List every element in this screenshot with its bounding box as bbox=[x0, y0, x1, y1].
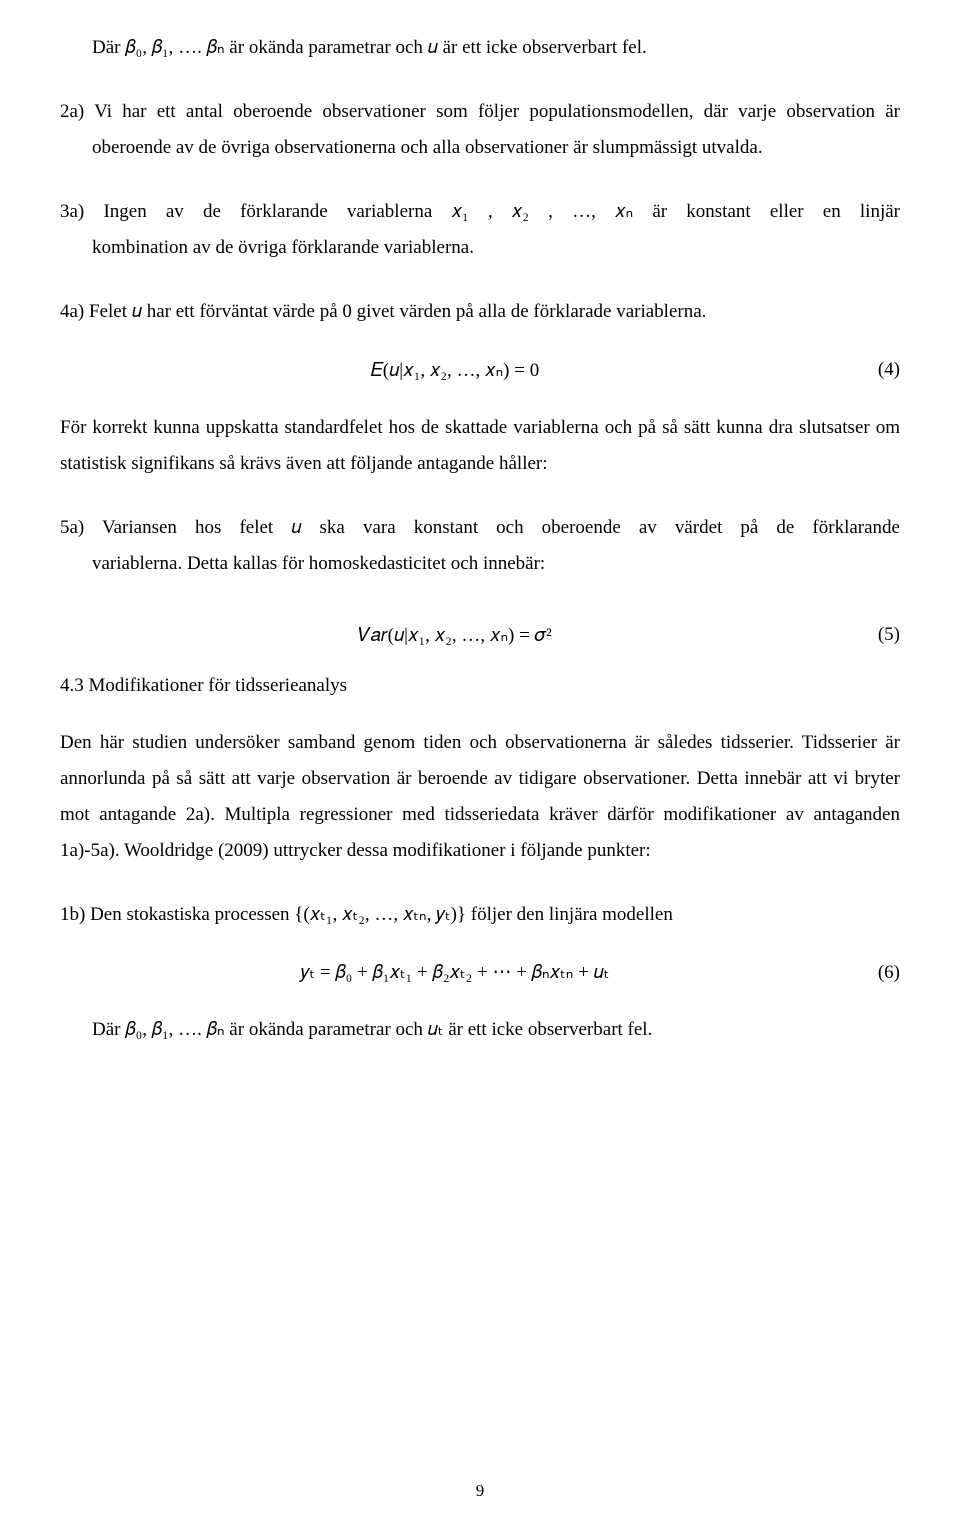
item-2a: 2a) Vi har ett antal oberoende observati… bbox=[60, 94, 900, 166]
item-4a: 4a) Felet 𝑢 har ett förväntat värde på 0… bbox=[60, 294, 900, 330]
equation-6: 𝑦ₜ = 𝛽₀ + 𝛽₁𝑥ₜ₁ + 𝛽₂𝑥ₜ₂ + ⋯ + 𝛽ₙ𝑥ₜₙ + 𝑢ₜ bbox=[60, 961, 850, 984]
last-paragraph: Där 𝛽₀, 𝛽₁, …. 𝛽ₙ är okända parametrar o… bbox=[60, 1012, 900, 1048]
item-3a-line1: 3a) Ingen av de förklarande variablerna … bbox=[92, 194, 900, 230]
equation-5-row: 𝑉𝑎𝑟(𝑢|𝑥₁, 𝑥₂, …, 𝑥ₙ) = 𝜎² (5) bbox=[60, 624, 900, 647]
item-3a: 3a) Ingen av de förklarande variablerna … bbox=[60, 194, 900, 266]
item-5a-line2: variablerna. Detta kallas för homoskedas… bbox=[92, 546, 900, 582]
section-4-3-paragraph: Den här studien undersöker samband genom… bbox=[60, 725, 900, 869]
equation-5: 𝑉𝑎𝑟(𝑢|𝑥₁, 𝑥₂, …, 𝑥ₙ) = 𝜎² bbox=[60, 624, 850, 647]
equation-6-number: (6) bbox=[850, 962, 900, 984]
item-2a-text: 2a) Vi har ett antal oberoende observati… bbox=[60, 101, 900, 158]
item-5a-line1: 5a) Variansen hos felet 𝑢 ska vara konst… bbox=[92, 510, 900, 546]
equation-6-row: 𝑦ₜ = 𝛽₀ + 𝛽₁𝑥ₜ₁ + 𝛽₂𝑥ₜ₂ + ⋯ + 𝛽ₙ𝑥ₜₙ + 𝑢ₜ… bbox=[60, 961, 900, 984]
intro-text: Där 𝛽₀, 𝛽₁, …. 𝛽ₙ är okända parametrar o… bbox=[92, 37, 647, 58]
item-1b-text: 1b) Den stokastiska processen {(𝑥ₜ₁, 𝑥ₜ₂… bbox=[60, 904, 673, 925]
item-4a-text: 4a) Felet 𝑢 har ett förväntat värde på 0… bbox=[60, 301, 706, 322]
intro-paragraph: Där 𝛽₀, 𝛽₁, …. 𝛽ₙ är okända parametrar o… bbox=[60, 30, 900, 66]
last-paragraph-text: Där 𝛽₀, 𝛽₁, …. 𝛽ₙ är okända parametrar o… bbox=[92, 1019, 652, 1040]
after-eq4-paragraph: För korrekt kunna uppskatta standardfele… bbox=[60, 410, 900, 482]
section-4-3-para-text: Den här studien undersöker samband genom… bbox=[60, 732, 900, 861]
equation-4-number: (4) bbox=[850, 359, 900, 381]
page-container: Där 𝛽₀, 𝛽₁, …. 𝛽ₙ är okända parametrar o… bbox=[0, 0, 960, 1531]
equation-4: 𝐸(𝑢|𝑥₁, 𝑥₂, …, 𝑥ₙ) = 0 bbox=[60, 359, 850, 382]
section-4-3-text: 4.3 Modifikationer för tidsserieanalys bbox=[60, 675, 347, 696]
item-3a-line2: kombination av de övriga förklarande var… bbox=[92, 230, 900, 266]
after-eq4-text: För korrekt kunna uppskatta standardfele… bbox=[60, 417, 900, 474]
item-5a: 5a) Variansen hos felet 𝑢 ska vara konst… bbox=[60, 510, 900, 582]
equation-4-row: 𝐸(𝑢|𝑥₁, 𝑥₂, …, 𝑥ₙ) = 0 (4) bbox=[60, 359, 900, 382]
item-1b: 1b) Den stokastiska processen {(𝑥ₜ₁, 𝑥ₜ₂… bbox=[60, 897, 900, 933]
equation-5-number: (5) bbox=[850, 624, 900, 646]
spacer bbox=[60, 266, 900, 294]
section-4-3-heading: 4.3 Modifikationer för tidsserieanalys bbox=[60, 675, 900, 697]
page-number: 9 bbox=[0, 1481, 960, 1501]
spacer-2 bbox=[60, 582, 900, 600]
